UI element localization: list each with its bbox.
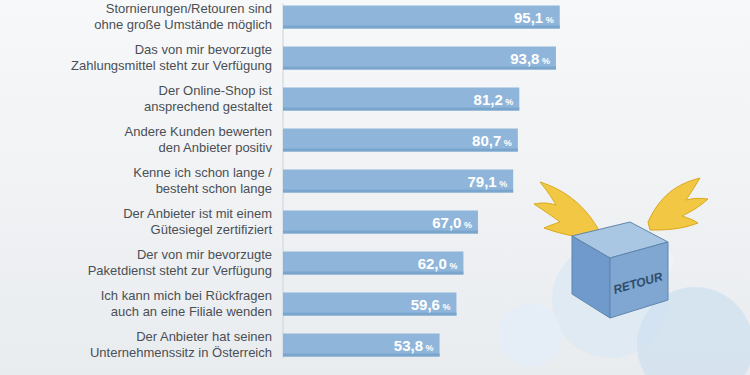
data-label-number: 62,0: [418, 255, 447, 272]
bars: [283, 6, 560, 357]
bar-shade: [283, 149, 518, 152]
category-label: Der von mir bevorzugtePaketdienst steht …: [88, 247, 272, 278]
data-label: 93,8 %: [510, 50, 550, 67]
data-label: 67,0 %: [432, 214, 472, 231]
category-label: Der Anbieter ist mit einemGütesiegel zer…: [123, 206, 272, 237]
data-label-number: 67,0: [432, 214, 461, 231]
bar: [283, 88, 519, 111]
data-label-unit: %: [440, 302, 451, 312]
box-right: [610, 242, 668, 318]
bar: [283, 334, 440, 357]
bar: [283, 252, 463, 275]
bar: [283, 129, 518, 152]
data-label: 53,8 %: [394, 337, 434, 354]
box-left: [572, 236, 610, 318]
data-label-unit: %: [501, 138, 512, 148]
bar: [283, 6, 560, 29]
page: {"chart_data": { "type": "bar", "orienta…: [0, 0, 750, 375]
category-label: Ich kann mich bei Rückfragenauch an eine…: [101, 288, 272, 319]
data-label-number: 80,7: [472, 132, 501, 149]
data-label-unit: %: [539, 56, 550, 66]
data-label-unit: %: [543, 15, 554, 25]
category-line: Der Anbieter ist mit einem: [123, 206, 272, 221]
wing: [648, 178, 708, 230]
category-line: ohne große Umstände möglich: [94, 17, 272, 32]
data-label-number: 81,2: [474, 91, 503, 108]
bar-shade: [283, 190, 513, 193]
category-line: Gütesiegel zertifiziert: [151, 222, 273, 237]
bar-shade: [283, 313, 456, 316]
data-label-number: 59,6: [411, 296, 440, 313]
data-label: 95,1 %: [514, 9, 554, 26]
data-label: 62,0 %: [418, 255, 458, 272]
category-label: Der Online-Shop istansprechend gestaltet: [144, 83, 272, 114]
bar: [283, 293, 456, 316]
data-label: 59,6 %: [411, 296, 451, 313]
category-line: Der Online-Shop ist: [159, 83, 273, 98]
category-label: Der Anbieter hat seinenUnternehmenssitz …: [90, 329, 272, 360]
bar-shade: [283, 272, 463, 275]
category-line: Andere Kunden bewerten: [125, 124, 272, 139]
retour-icon: RETOUR: [534, 178, 708, 318]
data-label-unit: %: [447, 261, 458, 271]
bar: [283, 47, 556, 70]
data-label-unit: %: [503, 97, 514, 107]
category-line: Stornierungen/Retouren sind: [106, 1, 272, 16]
category-line: Kenne ich schon lange /: [133, 165, 272, 180]
data-label-unit: %: [461, 220, 472, 230]
category-line: Unternehmenssitz in Österreich: [90, 345, 272, 360]
bar-shade: [283, 67, 556, 70]
category-line: Paketdienst steht zur Verfügung: [88, 263, 272, 278]
category-line: ansprechend gestaltet: [144, 99, 272, 114]
category-line: Der von mir bevorzugte: [137, 247, 272, 262]
bar: [283, 170, 513, 193]
chart-svg: Stornierungen/Retouren sindohne große Um…: [0, 0, 750, 375]
bar-shade: [283, 26, 560, 29]
data-label-number: 95,1: [514, 9, 543, 26]
category-line: Zahlungsmittel steht zur Verfügung: [71, 58, 272, 73]
data-label: 81,2 %: [474, 91, 514, 108]
category-line: Der Anbieter hat seinen: [136, 329, 272, 344]
data-label: 80,7 %: [472, 132, 512, 149]
bar-shade: [283, 354, 440, 357]
bar-shade: [283, 231, 478, 234]
category-label: Das von mir bevorzugteZahlungsmittel ste…: [71, 42, 272, 73]
category-label: Stornierungen/Retouren sindohne große Um…: [94, 1, 272, 32]
category-line: Ich kann mich bei Rückfragen: [101, 288, 272, 303]
bar-shade: [283, 108, 519, 111]
data-label-number: 79,1: [467, 173, 496, 190]
decoration: [498, 242, 750, 375]
category-line: Das von mir bevorzugte: [135, 42, 272, 57]
chart-container: Stornierungen/Retouren sindohne große Um…: [0, 0, 750, 375]
data-label-number: 53,8: [394, 337, 423, 354]
data-label-number: 93,8: [510, 50, 539, 67]
box-label: RETOUR: [612, 269, 665, 296]
category-label: Kenne ich schon lange /besteht schon lan…: [133, 165, 272, 196]
data-label-unit: %: [497, 179, 508, 189]
data-label: 79,1 %: [467, 173, 507, 190]
category-label: Andere Kunden bewertenden Anbieter posit…: [125, 124, 273, 155]
category-line: auch an eine Filiale wenden: [111, 304, 272, 319]
data-label-unit: %: [423, 343, 434, 353]
bar: [283, 211, 478, 234]
category-line: besteht schon lange: [156, 181, 272, 196]
category-line: den Anbieter positiv: [159, 140, 273, 155]
deco-circle: [498, 303, 562, 367]
labels: Stornierungen/Retouren sindohne große Um…: [71, 1, 554, 360]
